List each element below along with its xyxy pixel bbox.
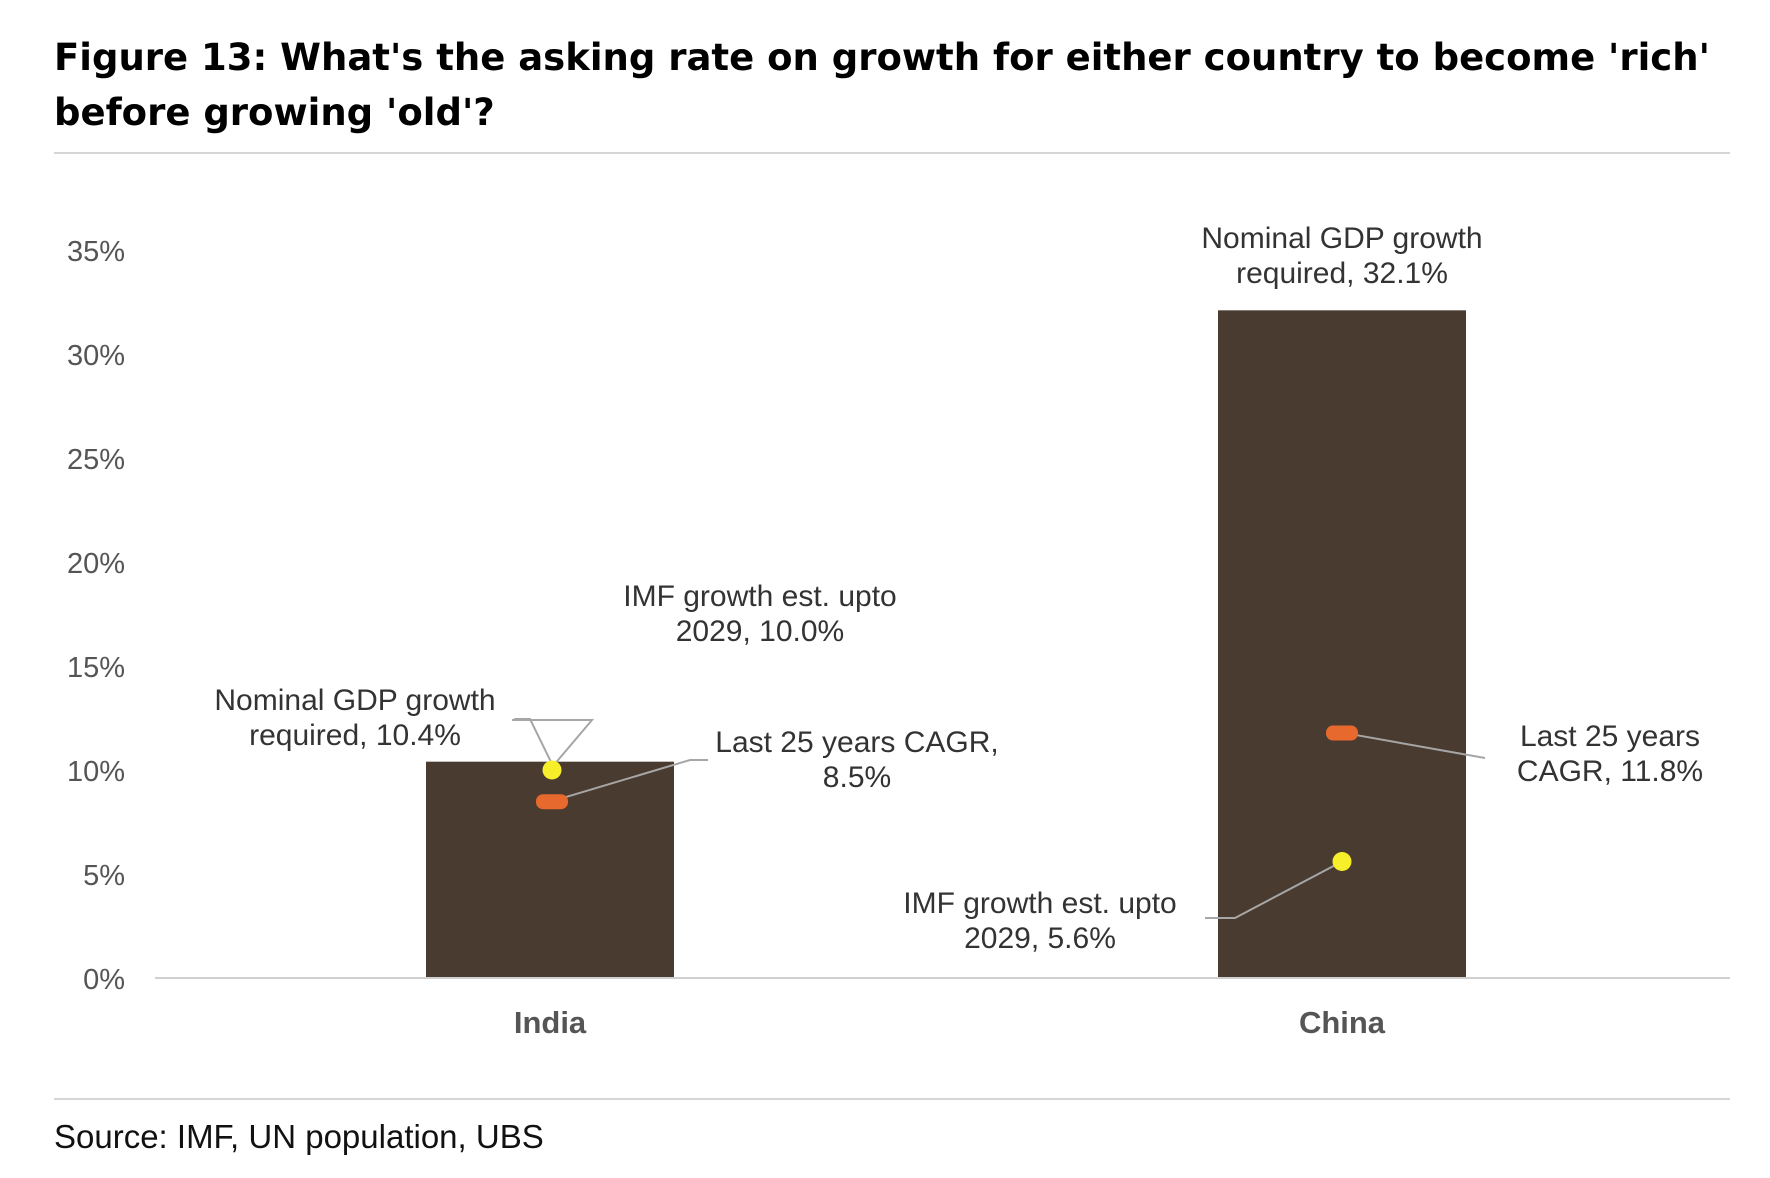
y-tick-label-10pct: 10% — [67, 756, 125, 788]
annotation-china-imf-line-2: 2029, 5.6% — [964, 922, 1116, 955]
title-divider — [54, 152, 1730, 154]
marker-cagr-china — [1326, 725, 1358, 741]
marker-imf-india — [542, 760, 562, 780]
annotation-india-imf-line-1: IMF growth est. upto — [623, 580, 896, 613]
chart-title: Figure 13: What's the asking rate on gro… — [54, 36, 1710, 134]
marker-imf-china — [1332, 852, 1352, 872]
leader-india-cagr — [551, 759, 708, 803]
annotation-china-cagr-line-2: CAGR, 11.8% — [1517, 755, 1703, 788]
annotation-india-cagr-line-1: Last 25 years CAGR, — [715, 726, 998, 759]
leader-china-cagr — [1341, 731, 1486, 759]
y-tick-label-15pct: 15% — [67, 652, 125, 684]
y-tick-label-5pct: 5% — [83, 860, 125, 892]
y-tick-label-25pct: 25% — [67, 444, 125, 476]
leader-china-imf — [1205, 860, 1343, 919]
y-tick-label-35pct: 35% — [67, 236, 125, 268]
y-tick-label-30pct: 30% — [67, 340, 125, 372]
annotation-china-imf-line-1: IMF growth est. upto — [903, 887, 1176, 920]
annotation-china-required-line-1: Nominal GDP growth — [1201, 222, 1482, 255]
bar-china — [1218, 310, 1466, 978]
annotation-india-required-line-1: Nominal GDP growth — [214, 684, 495, 717]
marker-cagr-india — [536, 794, 568, 810]
leader-india-imf — [512, 719, 595, 767]
category-label-india: India — [514, 1005, 587, 1040]
annotation-china-required-line-2: required, 32.1% — [1236, 257, 1448, 290]
category-label-china: China — [1299, 1005, 1386, 1040]
annotation-china-cagr-line-1: Last 25 years — [1520, 720, 1700, 753]
annotation-india-imf-line-2: 2029, 10.0% — [676, 615, 844, 648]
y-tick-label-20pct: 20% — [67, 548, 125, 580]
leader-india-required — [514, 718, 553, 765]
bar-india — [426, 761, 674, 978]
annotation-india-cagr-line-2: 8.5% — [823, 761, 891, 794]
annotation-india-required-line-2: required, 10.4% — [249, 719, 461, 752]
growth-chart: 0% 5% 10% 15% 20% 25% 30% 35% India China Nominal … — [67, 222, 1730, 1040]
source-note: Source: IMF, UN population, UBS — [54, 1118, 544, 1155]
source-divider — [54, 1098, 1730, 1100]
y-tick-label-0pct: 0% — [83, 964, 125, 996]
